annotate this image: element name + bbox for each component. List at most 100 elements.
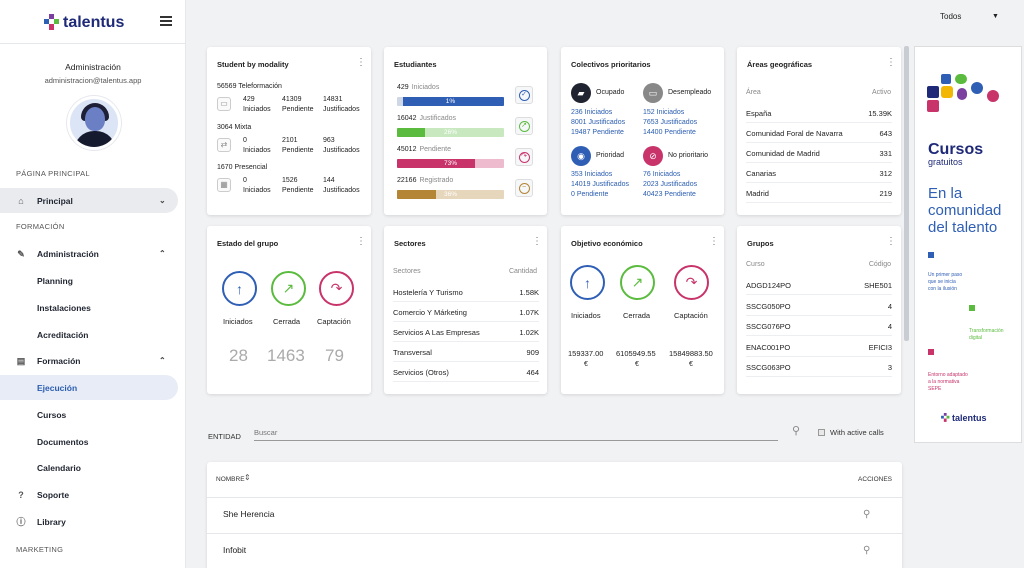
count: 16042 xyxy=(397,115,417,122)
stat: 8001 Justificados xyxy=(571,119,626,126)
sidebar-item-planning[interactable]: Planning xyxy=(0,268,178,293)
grupo-row[interactable]: SSCG063PO 3 xyxy=(746,357,892,377)
redo-icon[interactable]: ↷ xyxy=(515,148,533,166)
value: 41309 xyxy=(282,96,302,103)
logo-mark-icon xyxy=(941,413,950,422)
grupo-row[interactable]: ADGD124PO SHE501 xyxy=(746,275,892,295)
help-icon: ? xyxy=(18,489,24,500)
sidebar-item-instalaciones[interactable]: Instalaciones xyxy=(0,295,178,320)
cell-label: Comunidad de Madrid xyxy=(746,149,820,158)
area-row[interactable]: España 15.39K xyxy=(746,103,892,123)
banner-note: Transformación xyxy=(969,328,1004,334)
sidebar-item-acreditacion[interactable]: Acreditación xyxy=(0,322,178,347)
sidebar-item-formacion[interactable]: ▤ Formación ⌃ xyxy=(0,348,178,373)
area-row[interactable]: Madrid 219 xyxy=(746,183,892,203)
cell-value: 3 xyxy=(887,363,892,372)
area-row[interactable]: Canarias 312 xyxy=(746,163,892,183)
cell-value: 4 xyxy=(887,301,892,311)
area-row[interactable]: Comunidad de Madrid 331 xyxy=(746,143,892,163)
trend-up-icon[interactable]: ↗ xyxy=(515,117,533,135)
group-name: Desempleado xyxy=(668,89,712,96)
sector-row[interactable]: Transversal 909 xyxy=(393,342,539,362)
sidebar-item-principal[interactable]: ⌂ Principal ⌄ xyxy=(0,188,178,213)
divider xyxy=(0,43,186,44)
sidebar: talentus Administración administracion@t… xyxy=(0,0,186,568)
sidebar-item-administracion[interactable]: ✎ Administración ⌃ xyxy=(0,241,178,266)
progress-bar: 1% xyxy=(397,97,504,106)
count-label: Registrado xyxy=(419,177,454,184)
home-icon: ⌂ xyxy=(18,195,24,206)
scrollbar[interactable] xyxy=(904,46,909,341)
sidebar-item-soporte[interactable]: ? Soporte xyxy=(0,482,178,507)
filter-select[interactable]: Todos xyxy=(940,12,962,21)
stat-label: Iniciados xyxy=(223,317,253,326)
search-icon[interactable]: ⚲ xyxy=(863,509,871,520)
stat: 19487 Pendiente xyxy=(571,129,624,136)
more-options-icon[interactable] xyxy=(356,58,359,68)
caret-down-icon[interactable]: ▼ xyxy=(992,13,999,20)
cell-label: Madrid xyxy=(746,189,769,198)
sector-row[interactable]: Comercio Y Márketing 1.07K xyxy=(393,302,539,322)
banner-line: comunidad xyxy=(928,202,1002,219)
sidebar-item-library[interactable]: ⓘ Library xyxy=(0,509,178,534)
area-row[interactable]: Comunidad Foral de Navarra 643 xyxy=(746,123,892,143)
sort-icon[interactable]: ⇕ xyxy=(244,473,251,482)
check-circle-icon[interactable]: ✓ xyxy=(515,86,533,104)
value: 429 xyxy=(243,96,255,103)
grupo-row[interactable]: SSCG050PO 4 xyxy=(746,296,892,316)
chevron-down-icon[interactable]: ⌄ xyxy=(159,196,166,205)
grupo-row[interactable]: ENAC001PO EFICI3 xyxy=(746,337,892,357)
more-options-icon[interactable] xyxy=(886,237,889,247)
label: Iniciados xyxy=(243,187,271,194)
progress-bar: 73% xyxy=(397,159,504,168)
cell-value: 15.39K xyxy=(868,109,892,118)
column-header-nombre[interactable]: NOMBRE xyxy=(216,476,245,483)
sidebar-item-label: Soporte xyxy=(37,489,70,500)
sidebar-item-label: Library xyxy=(37,516,66,527)
menu-toggle-icon[interactable] xyxy=(160,16,172,26)
minus-circle-icon[interactable]: − xyxy=(515,179,533,197)
count: 22166 xyxy=(397,177,417,184)
promo-banner[interactable]: Cursos gratuitos En la comunidad del tal… xyxy=(914,46,1022,443)
banner-title: Cursos xyxy=(928,141,984,158)
chevron-up-icon[interactable]: ⌃ xyxy=(159,249,166,258)
column-header: Activo xyxy=(871,89,891,96)
cell-value: 4 xyxy=(887,322,892,331)
active-calls-checkbox[interactable] xyxy=(818,429,825,436)
column-header: Código xyxy=(868,261,891,268)
chevron-up-icon[interactable]: ⌃ xyxy=(159,356,166,365)
sidebar-item-calendario[interactable]: Calendario xyxy=(0,455,178,480)
avatar[interactable] xyxy=(67,96,121,150)
stat-value: 28 xyxy=(229,346,248,365)
sector-row[interactable]: Servicios (Otros) 464 xyxy=(393,362,539,382)
arrow-up-icon: ↑ xyxy=(222,271,257,306)
sidebar-item-ejecucion[interactable]: Ejecución xyxy=(0,375,178,400)
cell-label: España xyxy=(746,109,772,118)
sector-row[interactable]: Servicios A Las Empresas 1.02K xyxy=(393,322,539,342)
cell-label: Servicios (Otros) xyxy=(393,368,449,377)
more-options-icon[interactable] xyxy=(532,237,535,247)
sidebar-item-documentos[interactable]: Documentos xyxy=(0,429,178,454)
student-row-header: 45012 Pendiente xyxy=(397,146,451,153)
label: Iniciados xyxy=(243,106,271,113)
talentus-logo[interactable]: talentus xyxy=(44,12,124,34)
table-row[interactable]: Infobit ⚲ xyxy=(207,535,902,568)
sidebar-item-cursos[interactable]: Cursos xyxy=(0,402,178,427)
card-title: Objetivo económico xyxy=(571,239,643,248)
group-name: No prioritario xyxy=(668,152,709,159)
currency: € xyxy=(689,361,693,368)
more-options-icon[interactable] xyxy=(356,237,359,247)
sector-row[interactable]: Hostelería Y Turismo 1.58K xyxy=(393,282,539,302)
more-options-icon[interactable] xyxy=(886,58,889,68)
table-row[interactable]: She Herencia ⚲ xyxy=(207,498,902,534)
group-name: Prioridad xyxy=(596,152,625,159)
search-input[interactable] xyxy=(254,425,778,441)
grupo-row[interactable]: SSCG076PO 4 xyxy=(746,316,892,336)
search-icon[interactable]: ⚲ xyxy=(792,425,801,437)
more-options-icon[interactable] xyxy=(709,237,712,247)
label: Justificados xyxy=(323,147,360,154)
progress-fill xyxy=(397,190,436,199)
search-icon[interactable]: ⚲ xyxy=(863,545,871,556)
stat: 353 Iniciados xyxy=(571,171,613,178)
eye-icon: ◉ xyxy=(571,146,591,166)
